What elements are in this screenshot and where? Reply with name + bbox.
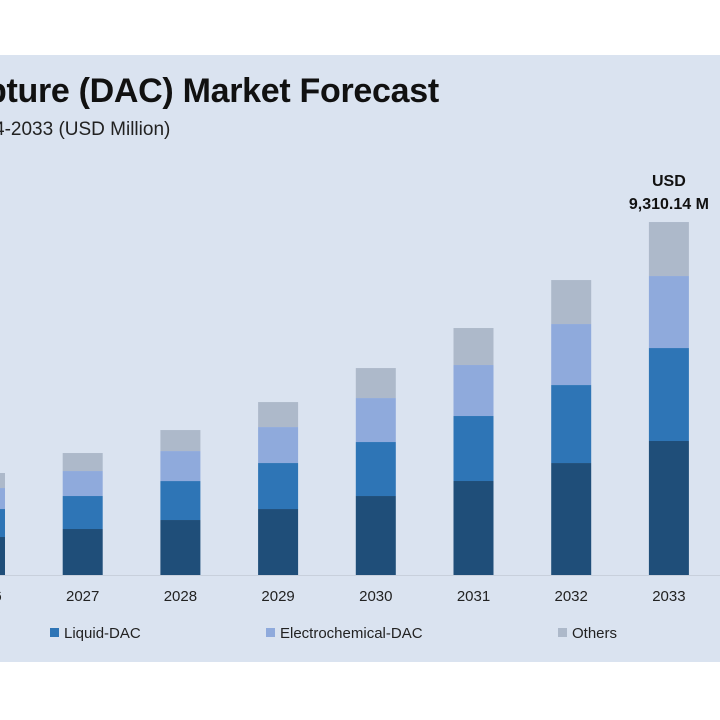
bar-2026-series-3 [0,473,5,489]
x-tick-label: 2032 [555,588,588,605]
bar-2027-series-0 [62,529,103,575]
total-annotation-value: 9,310.14 M [629,196,709,213]
bar-2031-series-2 [453,365,494,417]
legend-label: Others [572,625,617,642]
bar-2032-series-3 [551,280,592,325]
x-tick-label: 2028 [164,588,197,605]
bar-2028-series-2 [160,451,201,482]
x-tick-label: 2030 [359,588,392,605]
legend-label: Liquid-DAC [64,625,141,642]
x-tick-label: 2027 [66,588,99,605]
bar-2026-series-2 [0,488,5,510]
x-tick-label: 2033 [652,588,685,605]
bar-2028-series-1 [160,481,201,521]
chart-title: pture (DAC) Market Forecast [0,72,439,110]
bar-2029-series-0 [258,509,299,575]
bar-2031-series-1 [453,416,494,482]
legend-swatch-1 [266,628,275,637]
x-tick-label: 2029 [261,588,294,605]
x-tick-label: 2026 [0,588,2,605]
bar-2027-series-2 [62,471,103,497]
bar-2031-series-3 [453,328,494,366]
bar-2028-series-3 [160,430,201,452]
bar-2030-series-3 [355,368,396,399]
bar-2033-series-2 [648,276,689,349]
bar-2033-series-1 [648,348,689,442]
bar-2029-series-3 [258,402,299,428]
bar-2032-series-2 [551,324,592,386]
bar-2030-series-1 [355,442,396,497]
total-annotation-currency: USD [652,173,686,190]
bar-2033-series-3 [648,222,689,277]
bar-2031-series-0 [453,481,494,575]
legend-swatch-0 [50,628,59,637]
x-tick-label: 2031 [457,588,490,605]
bar-2030-series-0 [355,496,396,575]
bar-2027-series-3 [62,453,103,472]
bar-2033-series-0 [648,441,689,575]
bar-2032-series-0 [551,463,592,575]
bar-2029-series-1 [258,463,299,510]
bar-2026-series-1 [0,509,5,538]
bar-2030-series-2 [355,398,396,443]
bar-2032-series-1 [551,385,592,464]
bar-2028-series-0 [160,520,201,575]
legend-swatch-2 [558,628,567,637]
chart-subtitle: 4-2033 (USD Million) [0,119,171,140]
legend-label: Electrochemical-DAC [280,625,423,642]
bar-2029-series-2 [258,427,299,464]
bar-2027-series-1 [62,496,103,530]
bar-2026-series-0 [0,537,5,575]
